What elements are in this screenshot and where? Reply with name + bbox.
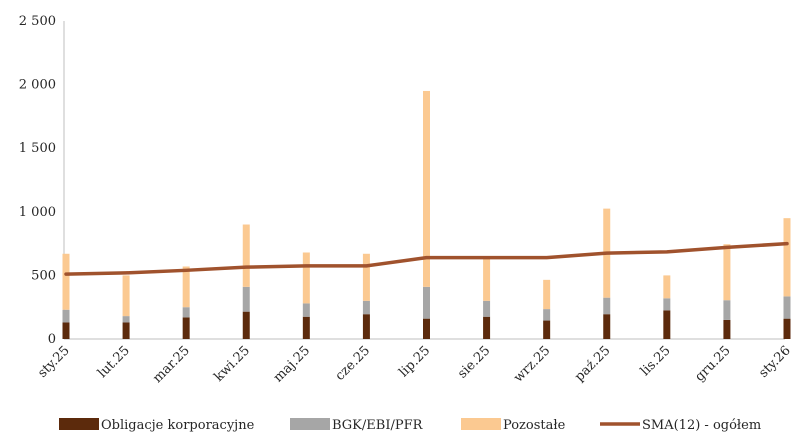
- x-tick-label: wrz.25: [511, 343, 553, 385]
- y-tick-label: 1 500: [19, 141, 56, 156]
- bar-segment-bgk: [362, 300, 370, 315]
- x-tick-label: lip.25: [396, 343, 433, 380]
- bar-segment-bgk: [122, 316, 130, 323]
- bar-segment-corporate: [543, 320, 551, 339]
- bar-segment-bgk: [302, 303, 310, 317]
- bar-segment-corporate: [723, 319, 731, 339]
- x-tick-label: lis.25: [638, 343, 674, 379]
- y-tick-label: 2 500: [19, 14, 56, 29]
- legend-label: Pozostałe: [503, 418, 566, 433]
- bar-segment-bgk: [543, 309, 551, 321]
- x-tick-label: sty.26: [756, 343, 794, 381]
- y-tick-label: 500: [31, 268, 56, 283]
- bar-segment-bgk: [423, 286, 430, 319]
- legend-label: SMA(12) - ogółem: [642, 418, 761, 433]
- y-tick-label: 1 000: [19, 205, 56, 220]
- bar-segment-corporate: [302, 316, 310, 339]
- y-tick-label: 2 000: [19, 78, 56, 93]
- x-tick-label: kwi.25: [211, 343, 253, 385]
- bar-segment-bgk: [182, 307, 190, 318]
- legend-swatch: [59, 418, 99, 430]
- bar-segment-corporate: [182, 317, 190, 339]
- bar-segment-other: [663, 275, 671, 299]
- bar-segment-other: [483, 257, 491, 301]
- bars: [62, 90, 791, 339]
- bar-segment-other: [543, 279, 551, 310]
- bar-segment-other: [62, 253, 70, 310]
- x-tick-label: sty.25: [35, 343, 73, 381]
- bar-segment-other: [302, 252, 310, 304]
- bar-segment-corporate: [783, 318, 791, 339]
- bar-segment-corporate: [62, 322, 70, 339]
- legend-label: BGK/EBI/PFR: [332, 418, 424, 433]
- bar-segment-bgk: [663, 298, 671, 311]
- sma-line-layer: [64, 241, 789, 276]
- legend-swatch: [290, 418, 330, 430]
- bar-segment-bgk: [242, 286, 250, 312]
- bar-segment-bgk: [62, 309, 70, 323]
- x-tick-label: cze.25: [333, 343, 374, 384]
- bar-segment-other: [423, 90, 430, 287]
- bar-segment-corporate: [483, 316, 491, 339]
- bar-segment-corporate: [122, 322, 130, 339]
- x-tick-label: sie.25: [455, 343, 493, 381]
- legend: Obligacje korporacyjne BGK/EBI/PFR Pozosta…: [59, 418, 761, 433]
- bar-segment-corporate: [242, 311, 250, 339]
- bar-segment-other: [783, 218, 791, 297]
- legend-swatch: [461, 418, 501, 430]
- bar-segment-bgk: [783, 296, 791, 319]
- bar-segment-corporate: [362, 314, 370, 339]
- x-tick-label: lut.25: [95, 343, 133, 381]
- bar-segment-other: [122, 275, 130, 317]
- bar-segment-bgk: [603, 297, 611, 315]
- x-tick-label: paź.25: [572, 343, 613, 384]
- bar-segment-other: [182, 266, 190, 308]
- y-tick-label: 0: [48, 332, 56, 347]
- x-axis: sty.25 lut.25 mar.25 kwi.25 maj.25 cze.25 lip.…: [35, 338, 794, 386]
- bar-segment-corporate: [603, 314, 611, 339]
- bar-segment-corporate: [423, 318, 430, 339]
- bar-segment-other: [242, 224, 250, 287]
- x-tick-label: mar.25: [150, 343, 193, 386]
- sma-line: [64, 241, 789, 276]
- legend-label: Obligacje korporacyjne: [101, 418, 255, 433]
- bar-segment-bgk: [723, 300, 731, 320]
- x-tick-label: gru.25: [692, 343, 733, 384]
- x-tick-label: maj.25: [271, 343, 313, 385]
- bar-segment-corporate: [663, 310, 671, 339]
- y-axis: 0 500 1 000 1 500 2 000 2 500: [19, 14, 65, 347]
- bar-segment-other: [362, 253, 370, 301]
- bar-segment-other: [723, 244, 731, 301]
- bar-segment-bgk: [483, 300, 491, 317]
